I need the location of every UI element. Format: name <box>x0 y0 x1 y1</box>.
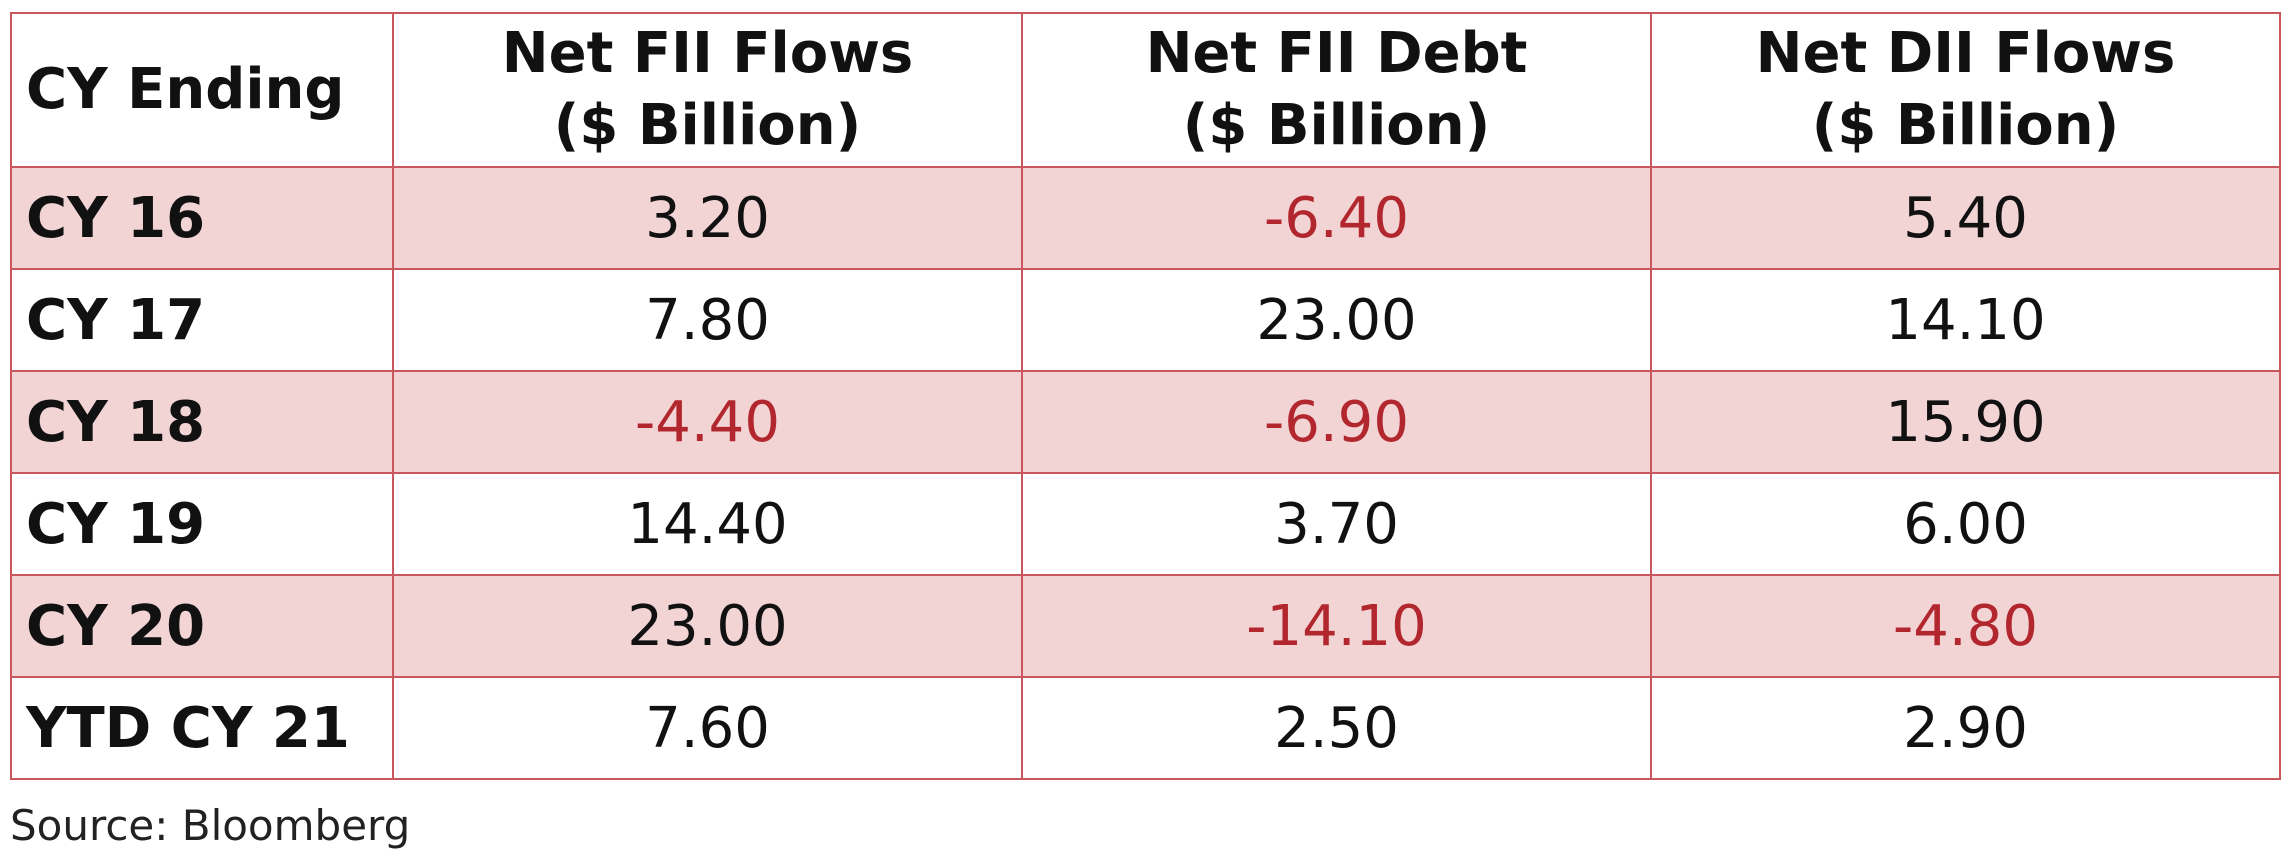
row-label: YTD CY 21 <box>10 676 394 780</box>
cell-net-fii-flows: 3.20 <box>392 166 1023 270</box>
cell-net-fii-debt: 3.70 <box>1021 472 1652 576</box>
table-row: CY 17 7.80 23.00 14.10 <box>10 268 2281 372</box>
row-label: CY 16 <box>10 166 394 270</box>
cell-net-fii-debt: -6.90 <box>1021 370 1652 474</box>
table-row: CY 20 23.00 -14.10 -4.80 <box>10 574 2281 678</box>
row-label: CY 17 <box>10 268 394 372</box>
table-body: CY 16 3.20 -6.40 5.40 CY 17 7.80 23.00 14.10 CY … <box>10 166 2281 780</box>
table-row: CY 19 14.40 3.70 6.00 <box>10 472 2281 576</box>
cell-net-fii-flows: 7.60 <box>392 676 1023 780</box>
column-header-net-fii-flows: Net FII Flows ($ Billion) <box>392 12 1023 168</box>
cell-net-fii-flows: 14.40 <box>392 472 1023 576</box>
fii-dii-flows-table: CY Ending Net FII Flows ($ Billion) Net … <box>10 12 2281 780</box>
source-note: Source: Bloomberg <box>10 801 411 850</box>
cell-net-fii-debt: -14.10 <box>1021 574 1652 678</box>
row-label: CY 18 <box>10 370 394 474</box>
cell-net-fii-flows: 7.80 <box>392 268 1023 372</box>
column-header-net-fii-debt: Net FII Debt ($ Billion) <box>1021 12 1652 168</box>
cell-net-fii-flows: -4.40 <box>392 370 1023 474</box>
cell-net-dii-flows: 2.90 <box>1650 676 2281 780</box>
cell-net-dii-flows: 15.90 <box>1650 370 2281 474</box>
cell-net-fii-debt: 23.00 <box>1021 268 1652 372</box>
cell-net-fii-debt: 2.50 <box>1021 676 1652 780</box>
cell-net-dii-flows: 6.00 <box>1650 472 2281 576</box>
column-header-net-dii-flows: Net DII Flows ($ Billion) <box>1650 12 2281 168</box>
cell-net-dii-flows: 14.10 <box>1650 268 2281 372</box>
cell-net-dii-flows: -4.80 <box>1650 574 2281 678</box>
row-label: CY 19 <box>10 472 394 576</box>
row-label: CY 20 <box>10 574 394 678</box>
cell-net-dii-flows: 5.40 <box>1650 166 2281 270</box>
header-row: CY Ending Net FII Flows ($ Billion) Net … <box>10 12 2281 168</box>
table-row: YTD CY 21 7.60 2.50 2.90 <box>10 676 2281 780</box>
cell-net-fii-debt: -6.40 <box>1021 166 1652 270</box>
table-row: CY 16 3.20 -6.40 5.40 <box>10 166 2281 270</box>
column-header-cy-ending: CY Ending <box>10 12 394 168</box>
table-row: CY 18 -4.40 -6.90 15.90 <box>10 370 2281 474</box>
cell-net-fii-flows: 23.00 <box>392 574 1023 678</box>
